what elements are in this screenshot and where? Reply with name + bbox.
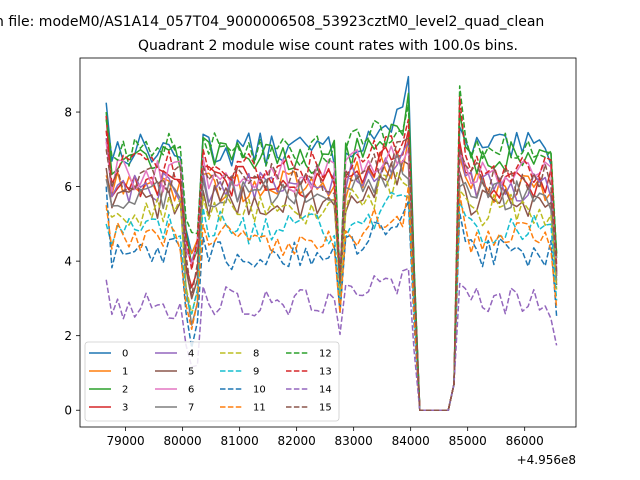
x-tick-label: 85000 bbox=[449, 434, 487, 448]
legend-label-7: 7 bbox=[188, 403, 194, 414]
legend-label-8: 8 bbox=[253, 349, 259, 360]
x-tick-label: 86000 bbox=[506, 434, 544, 448]
legend-label-12: 12 bbox=[319, 349, 332, 360]
legend-label-13: 13 bbox=[319, 367, 332, 378]
x-tick-label: 83000 bbox=[335, 434, 373, 448]
y-axis: 0 2 4 6 8 bbox=[64, 106, 80, 418]
chart-title: Quadrant 2 module wise count rates with … bbox=[138, 38, 518, 54]
x-tick-label: 79000 bbox=[107, 434, 145, 448]
x-offset-label: +4.956e8 bbox=[517, 453, 576, 467]
legend-label-1: 1 bbox=[122, 367, 128, 378]
legend-label-9: 9 bbox=[253, 367, 259, 378]
legend-label-5: 5 bbox=[188, 367, 194, 378]
series-line-13 bbox=[105, 96, 558, 411]
x-tick-label: 84000 bbox=[392, 434, 430, 448]
x-tick-label: 81000 bbox=[221, 434, 259, 448]
legend-label-14: 14 bbox=[319, 385, 332, 396]
axes-frame bbox=[79, 57, 577, 428]
series-line-8 bbox=[105, 171, 558, 411]
x-axis: 79000 80000 81000 82000 83000 84000 85000 86000 bbox=[107, 427, 544, 448]
legend-label-0: 0 bbox=[122, 349, 128, 360]
series-layer bbox=[105, 75, 558, 411]
y-tick-label: 0 bbox=[64, 404, 72, 418]
y-tick-label: 2 bbox=[64, 329, 72, 343]
y-tick-label: 6 bbox=[64, 180, 72, 194]
y-tick-label: 4 bbox=[64, 255, 72, 269]
legend-label-6: 6 bbox=[188, 385, 194, 396]
legend-label-3: 3 bbox=[122, 403, 128, 414]
series-line-14 bbox=[105, 267, 558, 411]
legend-label-15: 15 bbox=[319, 403, 332, 414]
series-line-11 bbox=[105, 185, 558, 411]
suptitle: n file: modeM0/AS1A14_057T04_9000006508_… bbox=[0, 14, 544, 30]
legend-label-10: 10 bbox=[253, 385, 266, 396]
x-tick-label: 80000 bbox=[164, 434, 202, 448]
x-tick-label: 82000 bbox=[278, 434, 316, 448]
series-line-12 bbox=[105, 85, 558, 411]
legend-label-11: 11 bbox=[253, 403, 266, 414]
legend-label-4: 4 bbox=[188, 349, 194, 360]
series-line-15 bbox=[105, 137, 558, 411]
legend-box bbox=[84, 341, 340, 422]
legend-label-2: 2 bbox=[122, 385, 128, 396]
y-tick-label: 8 bbox=[64, 106, 72, 120]
